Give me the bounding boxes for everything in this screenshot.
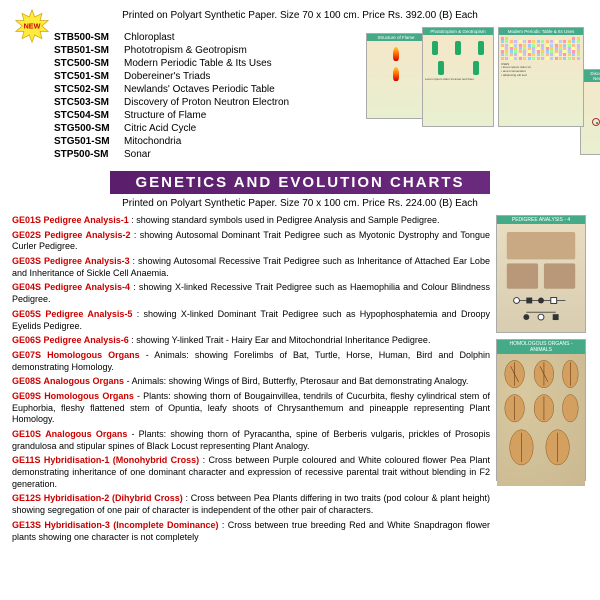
entry-row: GE07S Homologous Organs - Animals: showi… [12,350,490,373]
entry-desc: : showing Y-linked Trait - Hairy Ear and… [131,335,430,345]
thumbnail-row: Structure of Flame Phototropism & Geotro… [418,27,588,161]
thumb-pedigree: PEDIGREE ANALYSIS - 4 [496,215,586,333]
entry-title: Analogous Organs [44,376,125,386]
entry-title: Hybridisation-2 (Dihybrid Cross) [44,493,183,503]
code-row: STC500-SMModern Periodic Table & Its Use… [54,57,289,70]
code-row: STC503-SMDiscovery of Proton Neutron Ele… [54,96,289,109]
entry-row: GE02S Pedigree Analysis-2 : showing Auto… [12,230,490,253]
entry-row: GE08S Analogous Organs - Animals: showin… [12,376,490,388]
section-banner: GENETICS AND EVOLUTION CHARTS [110,171,490,194]
name-cell: Chloroplast [124,31,289,44]
right-thumbs: PEDIGREE ANALYSIS - 4 [496,215,588,546]
entry-title: Pedigree Analysis-3 [44,256,130,266]
entry-row: GE13S Hybridisation-3 (Incomplete Domina… [12,520,490,543]
entry-code: GE08S [12,376,41,386]
entry-code: GE02S [12,230,41,240]
code-row: STB500-SMChloroplast [54,31,289,44]
code-cell: STC500-SM [54,57,124,70]
entry-title: Hybridisation-1 (Monohybrid Cross) [44,455,199,465]
entry-code: GE06S [12,335,41,345]
entry-code: GE04S [12,282,41,292]
code-cell: STG500-SM [54,122,124,135]
entry-row: GE06S Pedigree Analysis-6 : showing Y-li… [12,335,490,347]
code-cell: STP500-SM [54,148,124,161]
name-cell: Dobereiner's Triads [124,70,289,83]
entry-title: Analogous Organs [45,429,127,439]
code-cell: STG501-SM [54,135,124,148]
name-cell: Mitochondria [124,135,289,148]
thumb-phototropism: Phototropism & Geotropism Lorem ipsum do… [422,27,494,127]
name-cell: Phototropism & Geotropism [124,44,289,57]
top-section: STB500-SMChloroplastSTB501-SMPhototropis… [12,27,588,161]
entry-row: GE12S Hybridisation-2 (Dihybrid Cross) :… [12,493,490,516]
code-cell: STC501-SM [54,70,124,83]
code-row: STB501-SMPhototropism & Geotropism [54,44,289,57]
entry-title: Pedigree Analysis-4 [44,282,130,292]
entry-title: Pedigree Analysis-2 [44,230,130,240]
entry-code: GE12S [12,493,41,503]
entry-code: GE11S [12,455,41,465]
entry-code: GE07S [12,350,41,360]
entry-code: GE03S [12,256,41,266]
code-row: STP500-SMSonar [54,148,289,161]
thumb-homologous: HOMOLOGOUS ORGANS - ANIMALS [496,339,586,481]
entry-code: GE09S [12,391,41,401]
entry-title: Pedigree Analysis-5 [45,309,132,319]
header-line: Printed on Polyart Synthetic Paper. Size… [12,10,588,21]
code-list: STB500-SMChloroplastSTB501-SMPhototropis… [54,31,289,161]
code-row: STC501-SMDobereiner's Triads [54,70,289,83]
entry-desc: - Animals: showing Wings of Bird, Butter… [127,376,469,386]
name-cell: Sonar [124,148,289,161]
entry-title: Hybridisation-3 (Incomplete Dominance) [44,520,218,530]
entry-row: GE04S Pedigree Analysis-4 : showing X-li… [12,282,490,305]
entry-row: GE03S Pedigree Analysis-3 : showing Auto… [12,256,490,279]
code-row: STC502-SMNewlands' Octaves Periodic Tabl… [54,83,289,96]
name-cell: Structure of Flame [124,109,289,122]
entry-code: GE13S [12,520,41,530]
code-cell: STC503-SM [54,96,124,109]
name-cell: Modern Periodic Table & Its Uses [124,57,289,70]
entry-row: GE11S Hybridisation-1 (Monohybrid Cross)… [12,455,490,490]
entry-title: Homologous Organs [44,391,134,401]
code-cell: STB500-SM [54,31,124,44]
code-cell: STB501-SM [54,44,124,57]
subtitle: Printed on Polyart Synthetic Paper. Size… [12,198,588,209]
entry-code: GE05S [12,309,41,319]
name-cell: Citric Acid Cycle [124,122,289,135]
thumb-periodic: Modern Periodic Table & Its Uses USES• l… [498,27,584,127]
new-badge: NEW [14,8,50,47]
entries-list: GE01S Pedigree Analysis-1 : showing stan… [12,215,490,546]
entry-desc: : showing standard symbols used in Pedig… [131,215,439,225]
entry-code: GE01S [12,215,41,225]
entry-row: GE09S Homologous Organs - Plants: showin… [12,391,490,426]
entry-row: GE10S Analogous Organs - Plants: showing… [12,429,490,452]
name-cell: Newlands' Octaves Periodic Table [124,83,289,96]
code-row: STG500-SMCitric Acid Cycle [54,122,289,135]
new-text: NEW [24,22,41,31]
entry-code: GE10S [12,429,41,439]
code-row: STC504-SMStructure of Flame [54,109,289,122]
entry-title: Pedigree Analysis-6 [44,335,129,345]
entry-title: Homologous Organs [47,350,140,360]
entry-row: GE01S Pedigree Analysis-1 : showing stan… [12,215,490,227]
entry-row: GE05S Pedigree Analysis-5 : showing X-li… [12,309,490,332]
code-cell: STC504-SM [54,109,124,122]
genetics-body: GE01S Pedigree Analysis-1 : showing stan… [12,215,588,546]
code-cell: STC502-SM [54,83,124,96]
entry-title: Pedigree Analysis-1 [44,215,129,225]
code-row: STG501-SMMitochondria [54,135,289,148]
name-cell: Discovery of Proton Neutron Electron [124,96,289,109]
